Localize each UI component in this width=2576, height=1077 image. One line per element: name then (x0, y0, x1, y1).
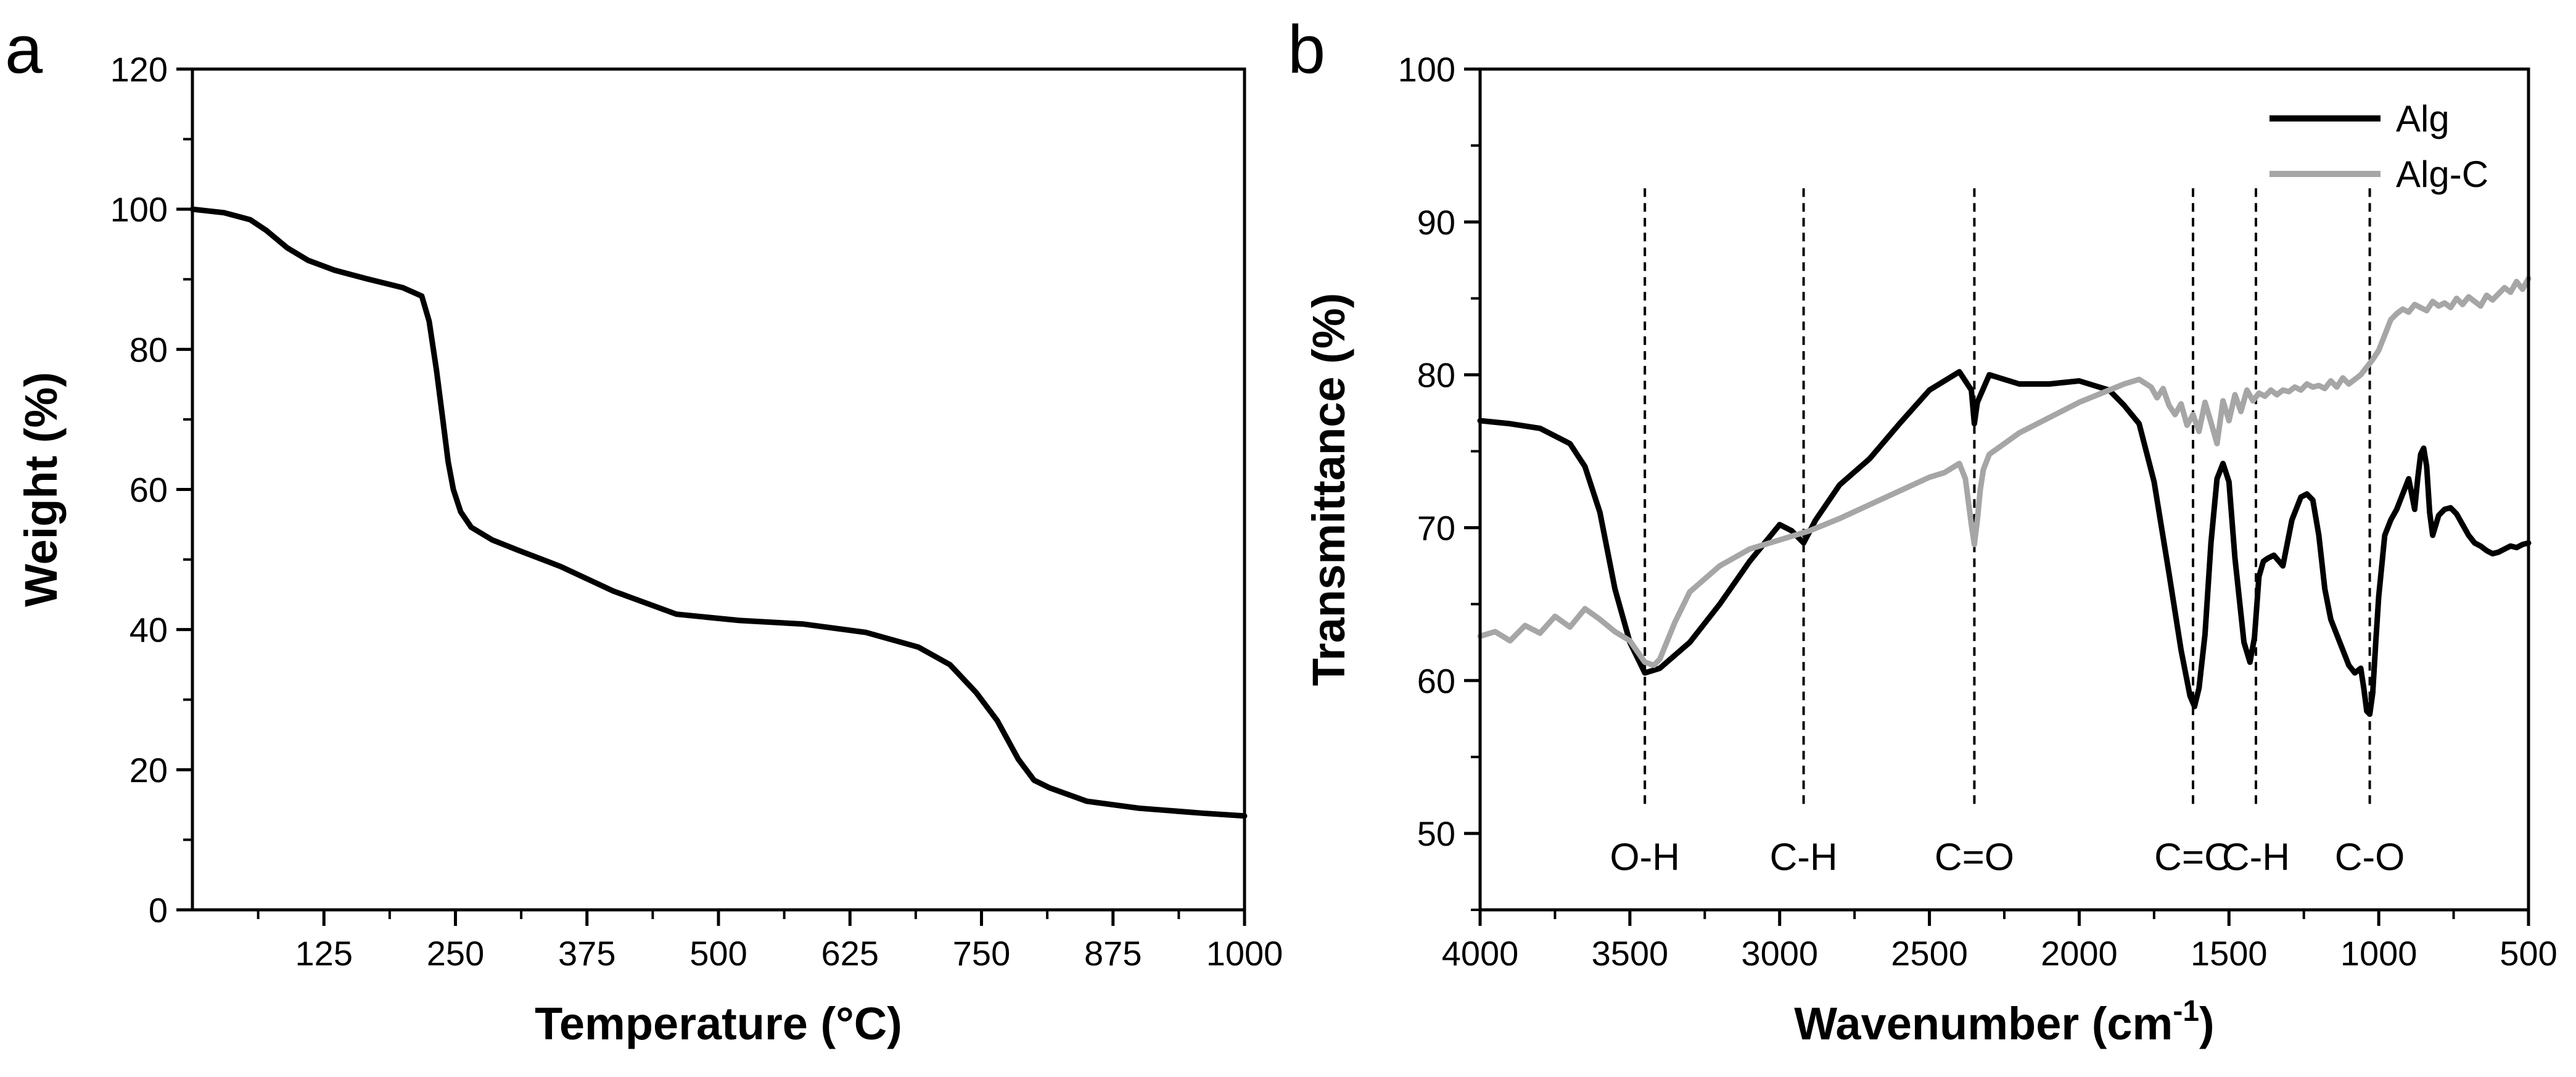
y-tick-label-90: 90 (1417, 203, 1455, 242)
x-tick-label-1000: 1000 (2340, 934, 2418, 973)
y-tick-label-60: 60 (130, 471, 168, 510)
panel-b-band-labels: O-H C-H C=O C=CC-H C-O (1610, 836, 2405, 879)
y-tick-label-0: 0 (149, 891, 168, 930)
x-tick-label-125: 125 (295, 934, 353, 973)
x-tick-label-750: 750 (953, 934, 1010, 973)
panel-b-band-lines (1644, 188, 2371, 809)
x-tick-label-1500: 1500 (2191, 934, 2268, 973)
band-label-0: O-H (1610, 836, 1680, 879)
series-line-alg-c (1477, 276, 2532, 668)
x-tick-label-3500: 3500 (1592, 934, 1669, 973)
x-tick-label-2000: 2000 (2041, 934, 2118, 973)
band-label-4: C-H (2222, 836, 2290, 879)
panel-b-x-axis-title-main: Wavenumber (cm (1794, 998, 2173, 1049)
x-tick-label-2500: 2500 (1891, 934, 1968, 973)
panel-a-y-axis: 0 20 40 60 80 100 120 (110, 50, 192, 930)
x-tick-label-3000: 3000 (1741, 934, 1818, 973)
series-line-tga (189, 206, 1248, 819)
band-label-2: C=O (1935, 836, 2014, 879)
panel-b-x-axis: 4000 3500 3000 2500 2000 1500 1000 500 (1442, 910, 2557, 973)
x-tick-label-875: 875 (1084, 934, 1142, 973)
x-tick-label-375: 375 (558, 934, 615, 973)
legend-label-1: Alg-C (2396, 154, 2488, 195)
legend-label-0: Alg (2396, 98, 2450, 139)
y-tick-label-70: 70 (1417, 508, 1455, 547)
y-tick-label-20: 20 (130, 751, 168, 790)
x-tick-label-500: 500 (2500, 934, 2557, 973)
panel-b-x-axis-title-close: ) (2199, 998, 2215, 1049)
y-tick-label-80: 80 (130, 330, 168, 369)
x-tick-label-625: 625 (821, 934, 879, 973)
panel-a-y-axis-title: Weight (%) (15, 372, 67, 607)
panel-b: b 4000 3500 3000 2500 2000 1500 1000 500 50 60 70… (1288, 12, 2557, 1049)
panel-a-x-axis: 125 250 375 500 625 750 875 1000 (257, 910, 1283, 973)
panel-a-series (189, 206, 1248, 819)
panel-b-series (1477, 276, 2532, 717)
panel-a-x-axis-title: Temperature (°C) (535, 998, 902, 1049)
x-tick-label-1000: 1000 (1206, 934, 1283, 973)
y-tick-label-100: 100 (1398, 50, 1455, 89)
y-tick-label-120: 120 (110, 50, 168, 89)
panel-a: a 125 250 375 500 625 750 875 1000 0 20 40 60 80 100… (5, 12, 1283, 1049)
x-tick-label-500: 500 (689, 934, 747, 973)
y-tick-label-80: 80 (1417, 356, 1455, 395)
panel-b-y-axis: 50 60 70 80 90 100 (1398, 50, 1480, 911)
panel-letter-b: b (1288, 12, 1325, 88)
panel-b-x-axis-title-superscript: -1 (2173, 995, 2199, 1028)
panel-b-y-axis-title: Transmittance (%) (1303, 293, 1354, 686)
y-tick-label-100: 100 (110, 190, 168, 229)
y-tick-label-40: 40 (130, 611, 168, 650)
x-tick-label-4000: 4000 (1442, 934, 1519, 973)
panel-b-legend: Alg Alg-C (2269, 98, 2488, 195)
y-tick-label-60: 60 (1417, 661, 1455, 700)
x-tick-label-250: 250 (427, 934, 484, 973)
band-label-5: C-O (2335, 836, 2405, 879)
series-line-alg (1477, 369, 2532, 717)
panel-b-frame (1478, 67, 2530, 912)
panel-b-x-axis-title: Wavenumber (cm-1) (1794, 995, 2214, 1049)
band-label-3: C=C (2154, 836, 2232, 879)
band-label-1: C-H (1769, 836, 1837, 879)
y-tick-label-50: 50 (1417, 814, 1455, 853)
panel-letter-a: a (5, 12, 43, 88)
panel-a-frame (191, 67, 1246, 912)
